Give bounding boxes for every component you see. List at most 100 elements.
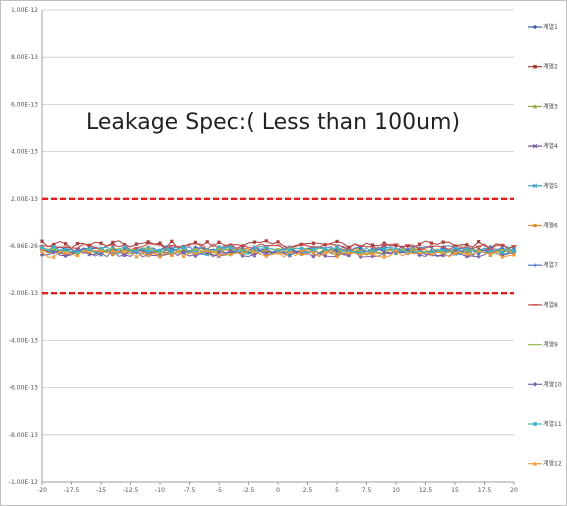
data-point <box>382 250 387 255</box>
data-point <box>123 243 127 247</box>
data-point <box>193 240 197 244</box>
data-point <box>193 253 198 259</box>
data-point <box>252 252 257 257</box>
data-point <box>335 239 339 244</box>
data-point <box>276 240 280 244</box>
data-point <box>170 239 174 243</box>
legend-label-5: 계열5 <box>543 182 558 190</box>
data-point <box>75 250 79 254</box>
data-point <box>170 250 174 254</box>
legend-label-1: 계열1 <box>543 23 558 31</box>
x-tick-label: -17.5 <box>64 487 80 494</box>
data-point <box>228 248 233 253</box>
data-point <box>264 239 268 243</box>
x-tick-label: -12.5 <box>123 487 139 494</box>
data-point <box>429 241 433 245</box>
x-tick-label: 0 <box>276 487 280 494</box>
legend-marker-10 <box>532 382 538 387</box>
data-point <box>193 250 198 255</box>
x-tick-label: -5 <box>216 487 222 494</box>
data-point <box>146 240 150 244</box>
y-tick-label: 4.00E-13 <box>11 149 38 156</box>
x-tick-label: -20 <box>37 487 47 494</box>
data-point <box>146 250 150 254</box>
data-point <box>252 246 256 250</box>
data-point <box>39 252 45 258</box>
data-point <box>122 252 127 257</box>
data-point <box>441 252 446 257</box>
y-tick-label: -6.96E-26 <box>9 243 38 250</box>
x-tick-label: 7.5 <box>362 487 372 494</box>
data-point <box>39 249 45 253</box>
x-tick-label: -7.5 <box>184 487 196 494</box>
legend-label-11: 계열11 <box>543 420 562 428</box>
y-tick-label: 6.00E-13 <box>11 101 38 108</box>
data-point <box>111 253 115 257</box>
legend-label-12: 계열12 <box>543 460 562 468</box>
data-point <box>87 249 92 254</box>
data-point <box>264 253 269 258</box>
data-point <box>64 242 68 246</box>
data-point <box>123 245 127 249</box>
data-point <box>335 251 339 255</box>
data-point <box>441 248 445 252</box>
legend-label-6: 계열6 <box>543 222 558 230</box>
y-tick-label: 2.00E-13 <box>11 196 38 203</box>
data-point <box>299 248 304 253</box>
data-point <box>63 253 68 258</box>
data-point <box>476 251 481 256</box>
legend-marker-3 <box>532 104 538 109</box>
data-point <box>452 250 458 255</box>
data-point <box>358 252 363 257</box>
legend-label-2: 계열2 <box>543 63 558 71</box>
data-point <box>370 254 375 259</box>
data-point <box>406 244 410 248</box>
data-point <box>335 245 339 249</box>
legend-marker-2 <box>533 64 537 69</box>
data-point <box>134 254 139 259</box>
data-point <box>252 249 257 254</box>
data-point <box>418 242 422 246</box>
y-tick-label: -2.00E-13 <box>9 290 38 297</box>
data-point <box>311 250 316 255</box>
data-point <box>217 240 221 244</box>
data-point <box>405 250 410 255</box>
data-point <box>228 252 233 257</box>
data-point <box>477 240 481 244</box>
data-point <box>217 245 221 249</box>
data-point <box>347 245 351 249</box>
data-point <box>417 250 422 255</box>
data-point <box>370 251 375 256</box>
data-point <box>216 252 222 257</box>
data-point <box>75 241 79 246</box>
legend-marker-5 <box>532 183 538 188</box>
data-point <box>429 251 434 256</box>
data-point <box>370 247 374 251</box>
legend-label-4: 계열4 <box>543 142 558 150</box>
data-point <box>323 253 328 259</box>
data-point <box>40 245 44 250</box>
y-tick-label: -4.00E-13 <box>9 337 38 344</box>
data-point <box>240 253 245 258</box>
data-point <box>512 245 516 249</box>
data-point <box>40 239 44 243</box>
y-tick-label: -6.00E-13 <box>9 385 38 392</box>
x-tick-label: -10 <box>155 487 165 494</box>
y-tick-label: 8.00E-13 <box>11 54 38 61</box>
y-tick-label: -8.00E-13 <box>9 432 38 439</box>
data-point <box>181 254 186 258</box>
data-point <box>287 249 292 254</box>
data-point <box>488 252 493 256</box>
data-point <box>182 245 186 250</box>
data-point <box>476 248 481 253</box>
data-point <box>441 250 446 255</box>
legend-label-10: 계열10 <box>543 380 562 388</box>
data-point <box>346 250 351 255</box>
y-tick-label: 1.00E-12 <box>11 7 38 14</box>
data-point <box>51 250 56 255</box>
data-point <box>382 254 387 259</box>
data-point <box>512 246 516 251</box>
x-tick-label: 15 <box>451 487 459 494</box>
legend-marker-1 <box>532 24 538 30</box>
data-point <box>465 247 469 251</box>
